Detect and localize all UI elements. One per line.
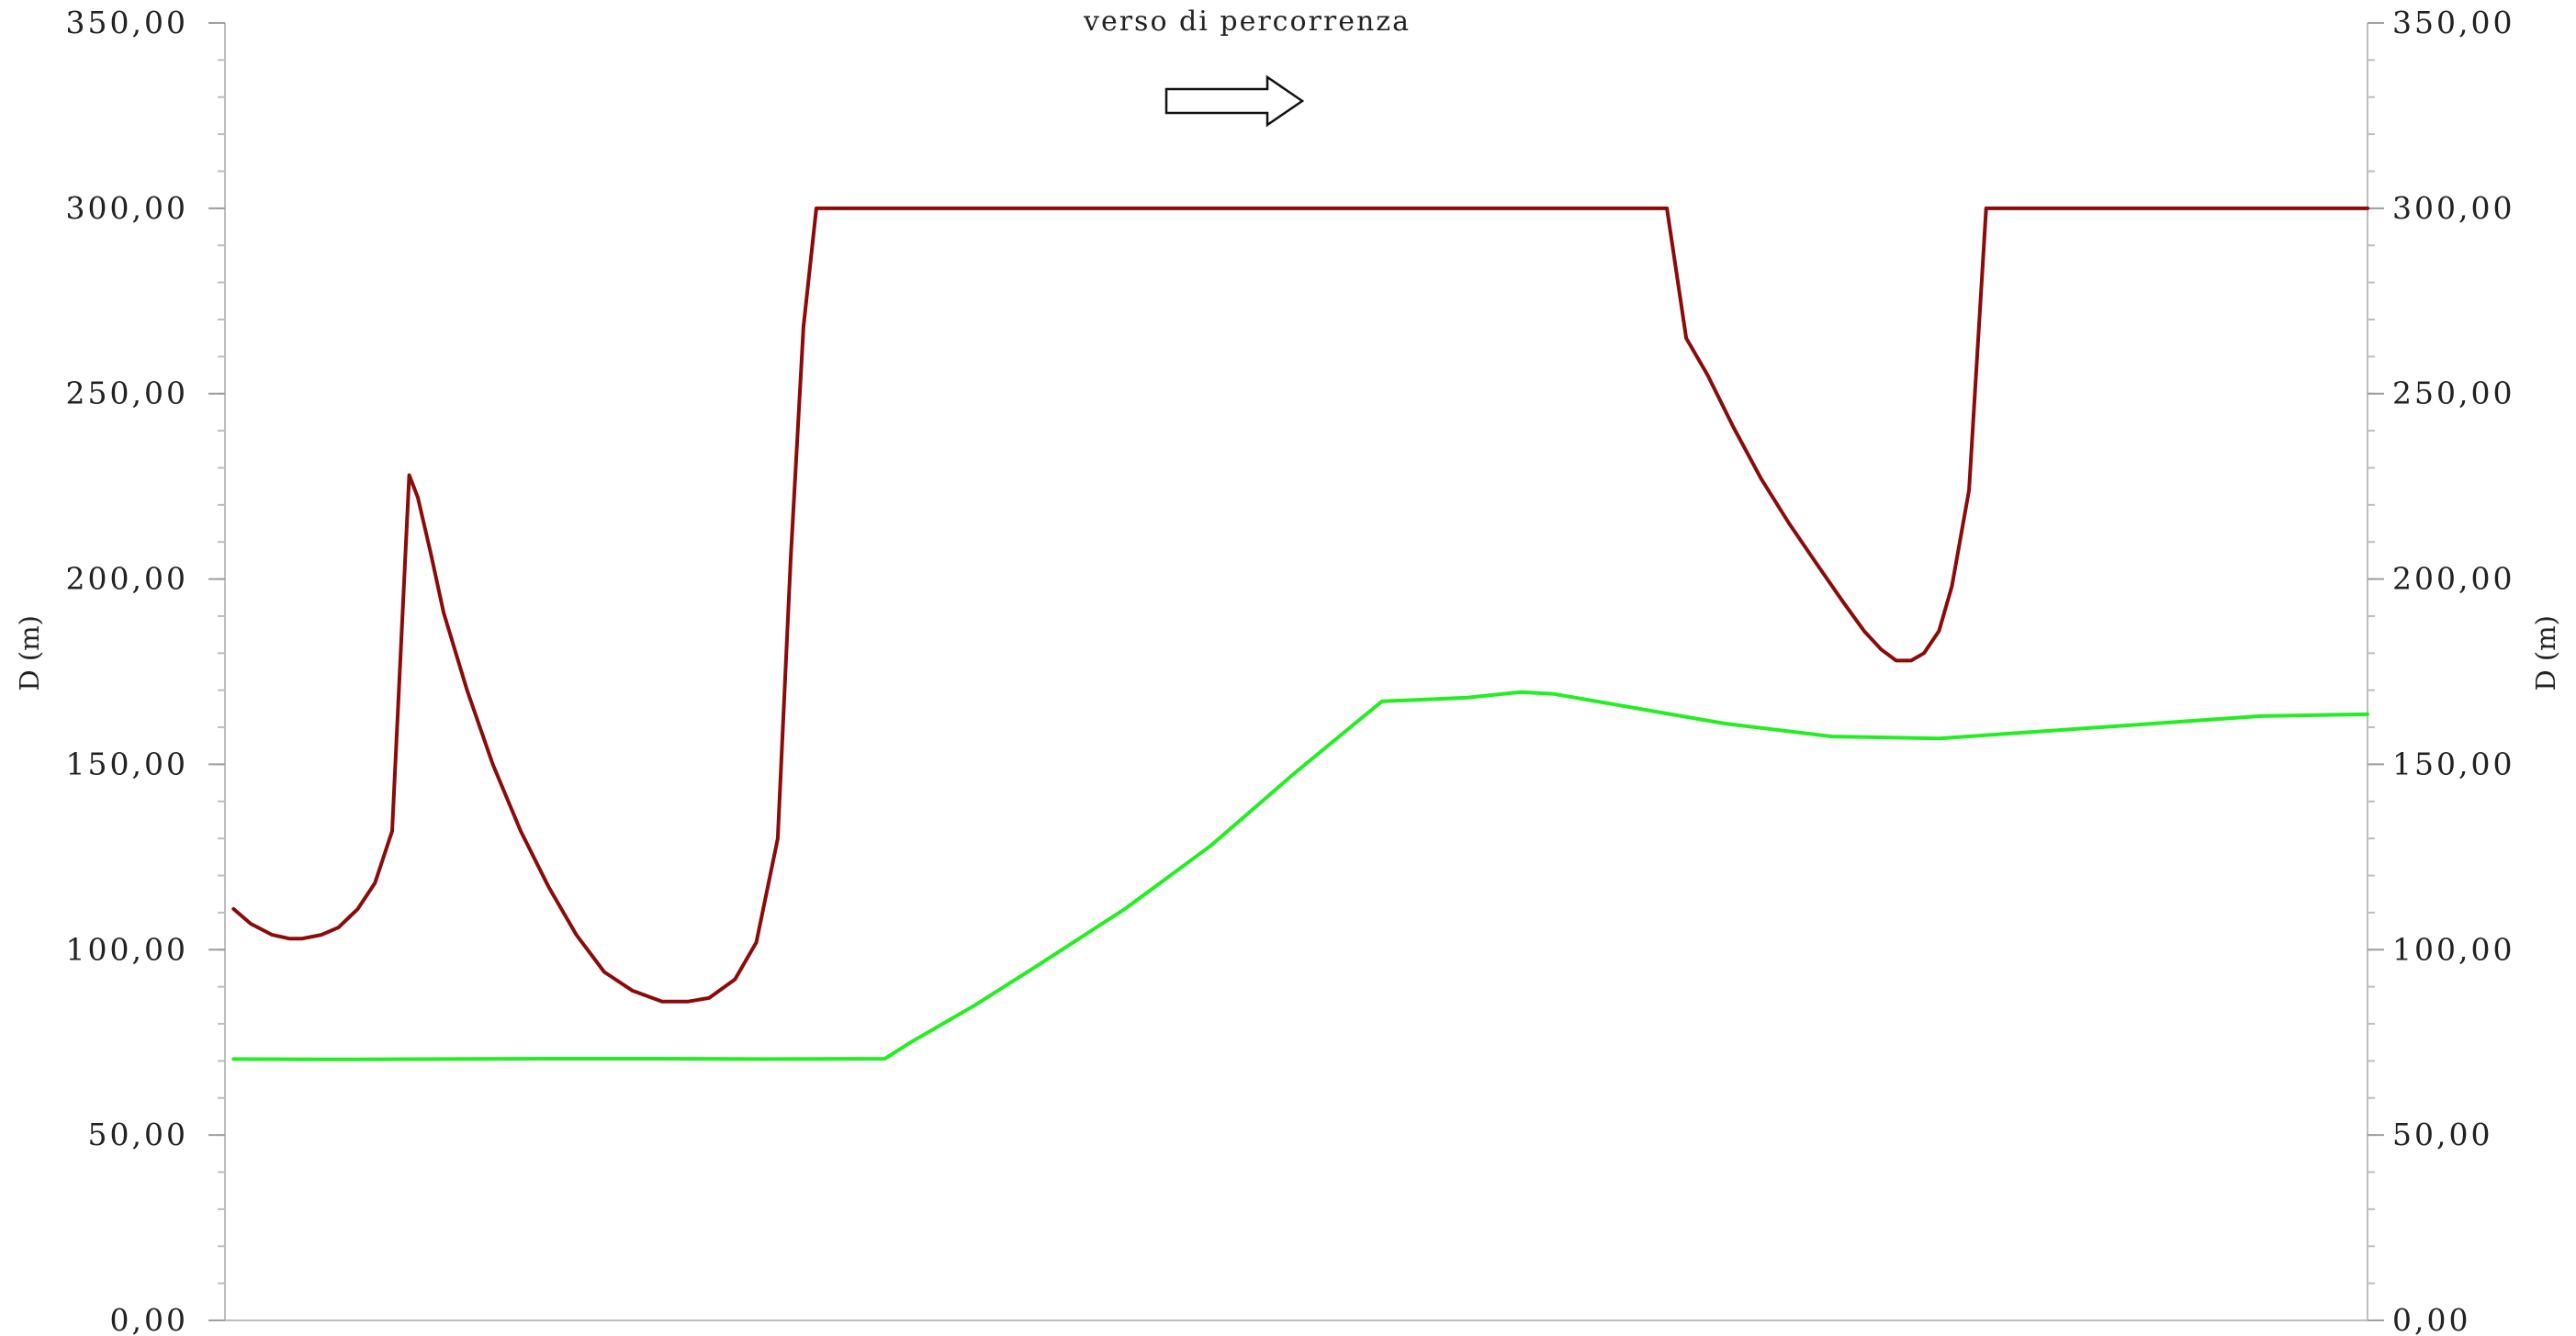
left-tick-label: 0,00 <box>110 1302 188 1336</box>
left-axis-title: D (m) <box>14 615 45 691</box>
right-tick-label: 50,00 <box>2392 1117 2492 1152</box>
left-tick-label: 200,00 <box>66 561 188 597</box>
right-tick-label: 350,00 <box>2392 5 2514 40</box>
right-axis-title: D (m) <box>2530 615 2561 691</box>
right-tick-label: 250,00 <box>2392 376 2514 411</box>
left-tick-label: 50,00 <box>88 1117 188 1152</box>
series-line-2 <box>231 690 2369 1061</box>
right-tick-label: 100,00 <box>2392 931 2514 967</box>
left-tick-label: 300,00 <box>66 190 188 226</box>
direction-annotation: verso di percorrenza <box>1083 6 1411 38</box>
left-tick-label: 100,00 <box>66 931 188 967</box>
left-tick-label: 350,00 <box>66 5 188 40</box>
left-tick-label: 150,00 <box>66 746 188 781</box>
left-tick-label: 250,00 <box>66 376 188 411</box>
right-tick-label: 150,00 <box>2392 746 2514 781</box>
right-arrow-icon <box>1164 74 1305 128</box>
right-tick-label: 200,00 <box>2392 561 2514 597</box>
axes: 0,00 0,00 50,00 50,00 100,00 100,00 150,00 150,… <box>14 5 2561 1336</box>
series-group <box>231 206 2369 1061</box>
series-line-1 <box>231 206 2369 1004</box>
right-tick-label: 300,00 <box>2392 190 2514 226</box>
right-tick-label: 0,00 <box>2392 1302 2470 1336</box>
